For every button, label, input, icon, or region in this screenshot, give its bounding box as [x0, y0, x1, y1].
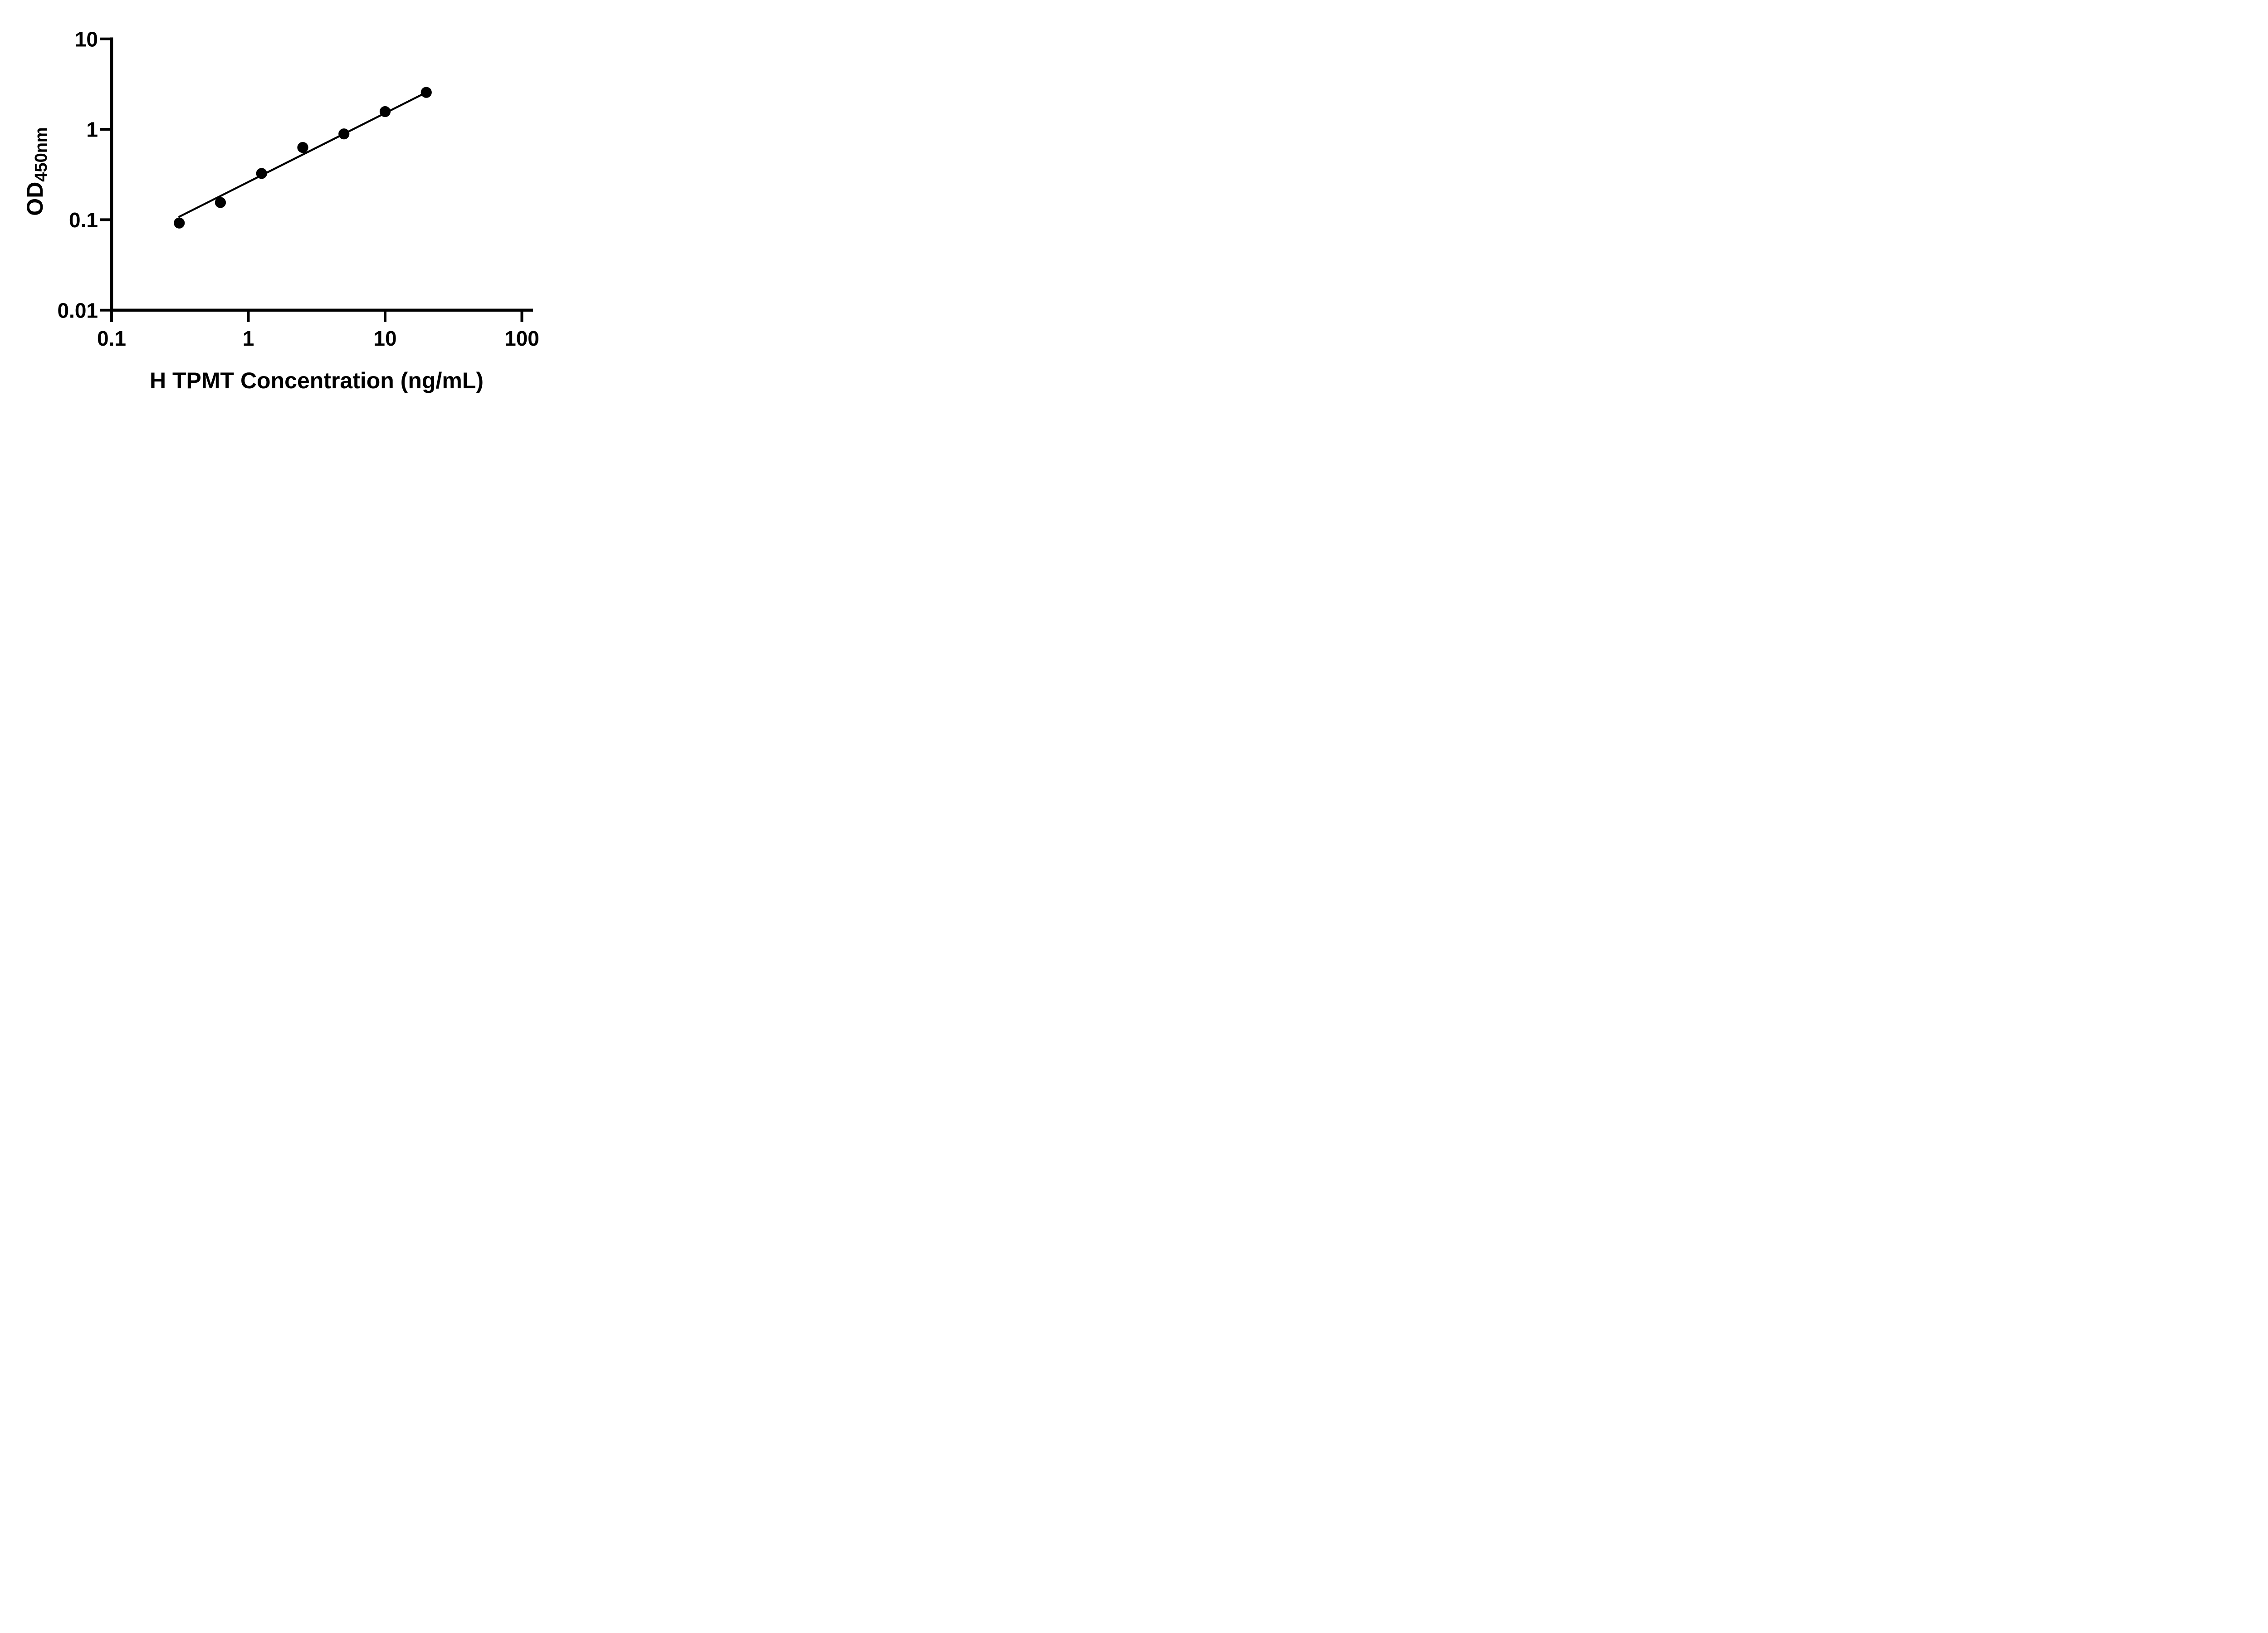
data-point: [256, 168, 267, 179]
x-axis-title: H TPMT Concentration (ng/mL): [149, 368, 484, 393]
chart-canvas: 10 1 0.1 0.01 0.1 1 10 100: [57, 27, 539, 350]
elisa-standard-curve-figure: 10 1 0.1 0.01 0.1 1 10 100 OD450nm H TPMT Conce…: [0, 0, 583, 408]
y-axis-title-main: OD: [22, 181, 48, 216]
x-tick-label: 10: [373, 327, 396, 350]
y-tick-label: 0.1: [69, 208, 98, 232]
y-tick-label: 10: [75, 27, 98, 51]
y-axis-title: OD450nm: [22, 127, 51, 216]
data-point: [379, 106, 391, 117]
y-tick-label: 0.01: [57, 298, 98, 322]
y-tick-label: 1: [86, 118, 98, 142]
data-point: [297, 142, 308, 153]
x-tick-label: 1: [243, 327, 254, 350]
data-point: [338, 128, 350, 140]
x-tick-label: 0.1: [97, 327, 126, 350]
data-point: [174, 217, 185, 229]
data-point: [215, 197, 226, 208]
y-axis-title-subscript: 450nm: [32, 127, 51, 182]
x-tick-label: 100: [504, 327, 539, 350]
data-point: [420, 87, 432, 98]
